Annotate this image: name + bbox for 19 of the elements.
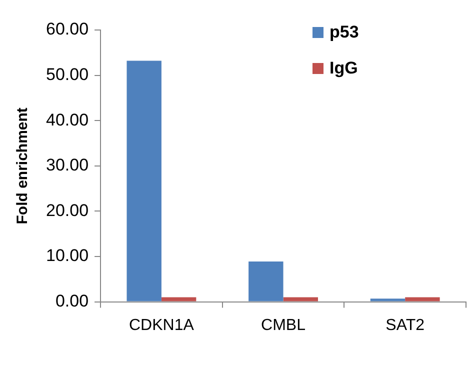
x-tick-label: CMBL (261, 316, 306, 334)
bar (283, 297, 318, 302)
legend-label: IgG (330, 58, 358, 78)
y-tick-label: 0.00 (55, 291, 89, 310)
y-tick-label: 50.00 (46, 64, 89, 84)
legend-label: p53 (330, 22, 359, 42)
bar (370, 298, 406, 302)
y-tick-label: 60.00 (46, 20, 89, 39)
x-tick-label: SAT2 (386, 316, 425, 334)
y-axis-title: Fold enrichment (14, 108, 32, 224)
y-tick-label: 20.00 (46, 200, 89, 220)
y-tick-label: 40.00 (46, 110, 89, 130)
bar (248, 261, 284, 302)
y-tick-label: 10.00 (46, 246, 89, 266)
y-tick-label: 30.00 (46, 156, 89, 175)
bar (405, 297, 440, 302)
x-tick-label: CDKN1A (129, 316, 194, 334)
bar (126, 60, 162, 302)
bar (161, 297, 196, 302)
